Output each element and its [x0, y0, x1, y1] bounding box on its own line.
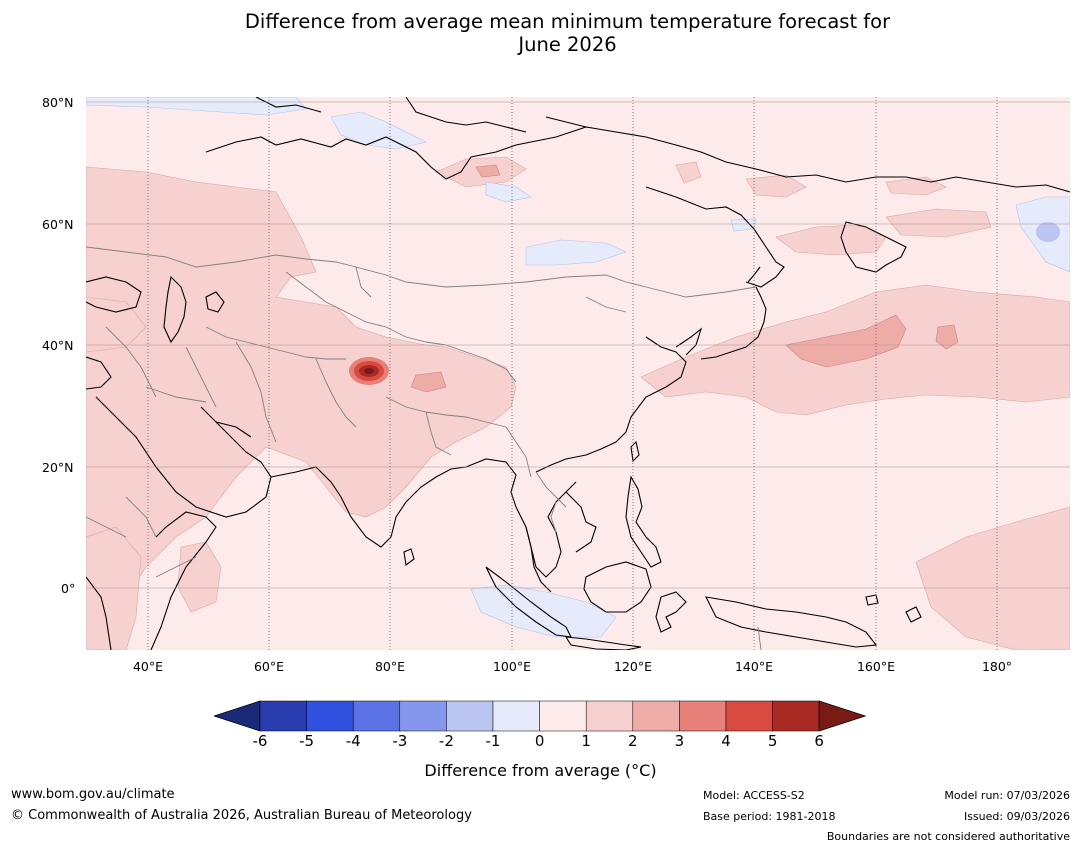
colorbar-bin [632, 700, 680, 732]
lon-label-60e: 60°E [253, 659, 285, 674]
base-period-text: Base period: 1981-2018 [703, 810, 836, 823]
model-text: Model: ACCESS-S2 [703, 789, 805, 802]
colorbar-label: Difference from average (°C) [424, 761, 657, 780]
lon-label-140e: 140°E [734, 659, 773, 674]
disclaimer-text: Boundaries are not considered authoritat… [826, 830, 1070, 843]
lat-label-60n: 60°N [42, 217, 74, 232]
colorbar-tick-label: 1 [581, 732, 591, 750]
map-canvas [86, 97, 1070, 650]
lat-label-20n: 20°N [42, 460, 74, 475]
model-run-text: Model run: 07/03/2026 [944, 789, 1070, 802]
issued-text: Issued: 09/03/2026 [963, 810, 1070, 823]
colorbar-tick-label: -2 [438, 732, 454, 750]
website-text: www.bom.gov.au/climate [11, 787, 175, 802]
colorbar-tick-label: 0 [534, 732, 545, 750]
lon-label-180: 180° [981, 659, 1013, 674]
colorbar-bin [259, 700, 307, 732]
colorbar-bin [725, 700, 773, 732]
lon-label-100e: 100°E [492, 659, 531, 674]
colorbar-bin [399, 700, 447, 732]
colorbar-tick-label: 4 [721, 732, 731, 750]
colorbar-bin [492, 700, 540, 732]
colorbar-tick-label: 2 [628, 732, 638, 750]
lat-label-0: 0° [61, 581, 76, 596]
lat-label-80n: 80°N [42, 95, 74, 110]
lat-label-40n: 40°N [42, 338, 74, 353]
copyright-text: © Commonwealth of Australia 2026, Austra… [11, 808, 472, 823]
forecast-map [86, 97, 1070, 650]
country-boundaries [86, 246, 762, 650]
anomaly-cool-core [1036, 222, 1060, 242]
anomaly-hotspot [349, 357, 389, 385]
colorbar-tick-label: 3 [674, 732, 685, 750]
colorbar-tick-label: -3 [392, 732, 408, 750]
coastlines [86, 97, 1070, 650]
latitude-lines [86, 101, 1070, 589]
colorbar-tick-label: -4 [345, 732, 361, 750]
colorbar-bin [772, 700, 820, 732]
colorbar-bin [306, 700, 354, 732]
colorbar [212, 700, 868, 736]
title-line-2: June 2026 [518, 33, 617, 56]
longitude-lines [147, 97, 998, 650]
colorbar-extend-high [818, 700, 867, 732]
chart-title: Difference from average mean minimum tem… [0, 10, 1081, 56]
colorbar-bin [539, 700, 587, 732]
colorbar-tick-label: 5 [767, 732, 778, 750]
colorbar-bin [446, 700, 494, 732]
lon-label-160e: 160°E [856, 659, 895, 674]
colorbar-bin [585, 700, 634, 732]
colorbar-bin [352, 700, 401, 732]
colorbar-tick-label: -5 [299, 732, 315, 750]
title-line-1: Difference from average mean minimum tem… [244, 10, 891, 33]
lon-label-80e: 80°E [374, 659, 406, 674]
lon-label-40e: 40°E [132, 659, 164, 674]
colorbar-swatches [212, 700, 867, 732]
colorbar-tick-label: -1 [485, 732, 501, 750]
lon-label-120e: 120°E [613, 659, 652, 674]
colorbar-tick-label: 6 [814, 732, 824, 750]
colorbar-tick-label: -6 [252, 732, 268, 750]
colorbar-bin [679, 700, 727, 732]
colorbar-extend-low [212, 700, 261, 732]
